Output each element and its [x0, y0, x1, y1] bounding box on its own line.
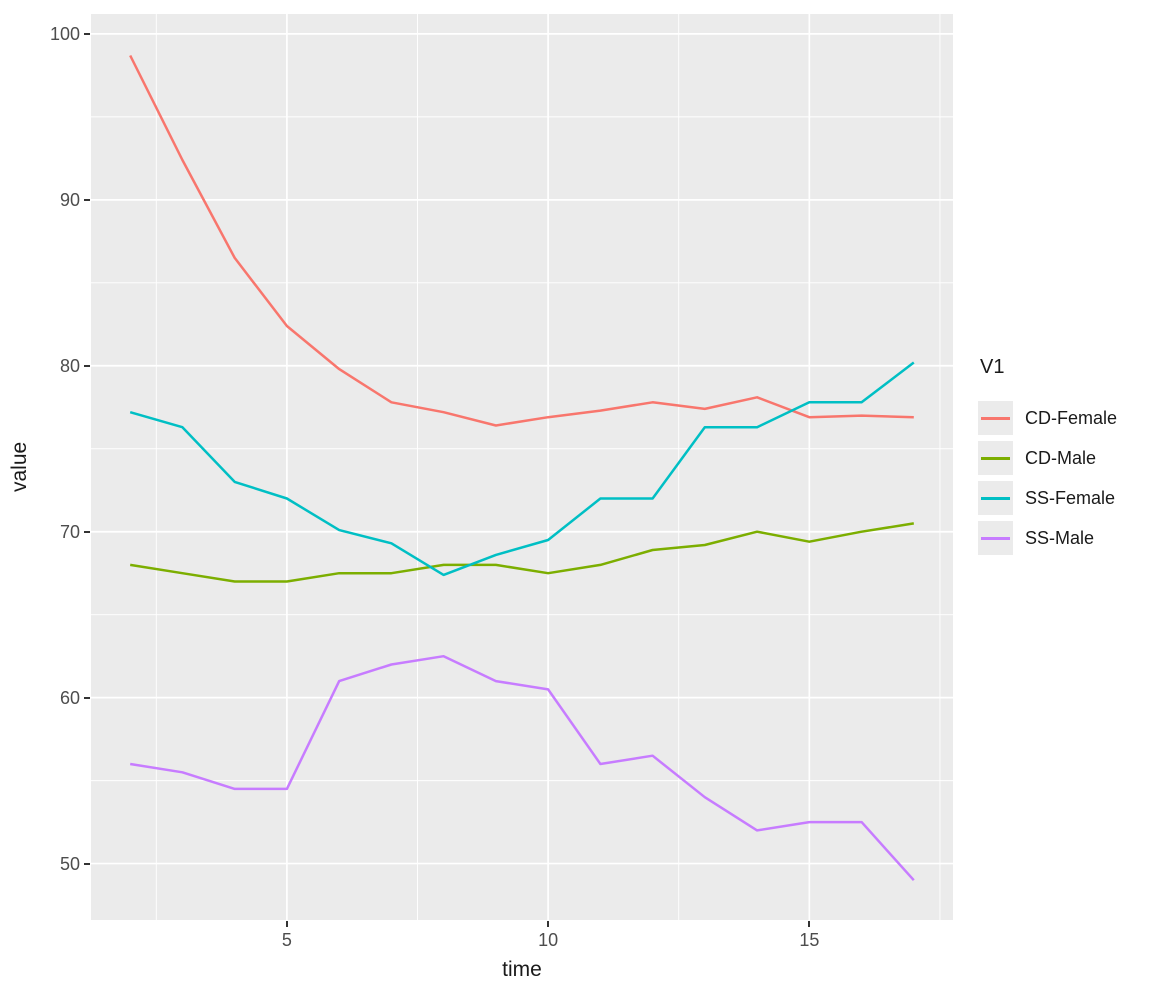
x-axis-title: time [502, 958, 542, 981]
series-line-cd-female [129, 54, 914, 427]
legend-entry-label: SS-Male [1025, 527, 1095, 548]
legend-entry-cd-male: CD-Male [978, 441, 1166, 475]
y-axis-tick-label: 50 [59, 853, 80, 874]
x-axis-tick-mark [808, 921, 811, 927]
x-axis-tick-label: 15 [799, 930, 820, 950]
x-axis-tick-mark [285, 921, 288, 927]
x-axis-tick-label: 5 [281, 930, 292, 950]
legend: V1 CD-Female CD-Male SS-Female SS-Male [978, 356, 1166, 561]
legend-key-swatch [978, 481, 1013, 515]
plot-panel [91, 14, 953, 920]
legend-title: V1 [980, 356, 1005, 378]
y-axis-tick-label: 60 [59, 687, 80, 708]
y-axis-tick-mark [84, 696, 90, 699]
x-axis-tick-mark [547, 921, 550, 927]
legend-key-line-icon [981, 456, 1010, 460]
y-axis-tick-label: 90 [59, 189, 80, 210]
legend-key-swatch [978, 401, 1013, 435]
legend-entry-label: CD-Male [1025, 447, 1097, 468]
x-axis-tick-label: 10 [538, 930, 559, 950]
y-axis-tick-mark [84, 364, 90, 367]
y-axis-tick-label: 70 [59, 521, 80, 542]
y-axis-tick-mark [84, 530, 90, 533]
y-axis-tick-mark [84, 198, 90, 201]
legend-entry-ss-female: SS-Female [978, 481, 1166, 515]
legend-key-line-icon [981, 536, 1010, 540]
series-line-cd-male [130, 522, 914, 583]
y-axis-tick-mark [84, 32, 90, 35]
y-axis-tick-label: 80 [59, 355, 80, 376]
y-axis-title: value [8, 441, 31, 493]
series-line-ss-female [129, 361, 915, 577]
legend-key-line-icon [981, 496, 1010, 500]
legend-key-swatch [978, 521, 1013, 555]
legend-entry-cd-female: CD-Female [978, 401, 1166, 435]
legend-key-swatch [978, 441, 1013, 475]
legend-key-line-icon [981, 416, 1010, 420]
legend-entry-label: CD-Female [1025, 407, 1118, 428]
y-axis-tick-label: 100 [49, 23, 80, 44]
y-axis-tick-mark [84, 862, 90, 865]
plot-area [91, 14, 953, 920]
legend-entry-label: SS-Female [1025, 487, 1116, 508]
series-line-ss-male [130, 654, 915, 882]
legend-entry-ss-male: SS-Male [978, 521, 1166, 555]
